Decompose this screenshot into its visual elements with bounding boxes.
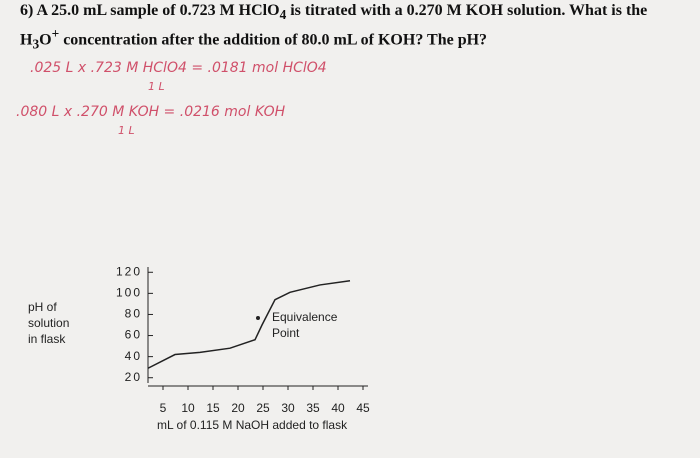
y-tick-label: 120 <box>116 264 142 278</box>
handwritten-note: 1 L <box>118 124 135 137</box>
handwritten-note: 1 L <box>148 80 165 93</box>
x-tick-label: 40 <box>331 401 345 415</box>
y-tick-label: 40 <box>125 349 142 363</box>
annotation: Equivalence <box>272 310 338 324</box>
x-tick-label: 35 <box>306 401 320 415</box>
y-tick-label: 20 <box>125 370 142 384</box>
x-tick-label: 25 <box>256 401 270 415</box>
text: H <box>20 31 33 49</box>
text: 6) A 25.0 mL sample of 0.723 M HClO <box>20 2 280 19</box>
titration-curve <box>147 279 351 369</box>
text: concentration after the addition of 80.0… <box>59 31 488 49</box>
y-tick-label: 100 <box>116 286 142 300</box>
question-line: H3O+ concentration after the addition of… <box>20 26 487 53</box>
x-tick-label: 10 <box>181 401 195 415</box>
x-axis-label: mL of 0.115 M NaOH added to flask <box>157 418 348 432</box>
superscript: + <box>51 26 60 41</box>
y-tick-label: 80 <box>125 307 142 321</box>
subscript: 3 <box>32 36 40 52</box>
question-line: 6) A 25.0 mL sample of 0.723 M HClO4 is … <box>20 2 647 23</box>
handwritten-note: .080 L x .270 M KOH = .0216 mol KOH <box>16 104 286 120</box>
y-axis-label: pH of <box>28 300 57 314</box>
x-tick-label: 30 <box>281 401 295 415</box>
y-axis-label: in flask <box>28 332 66 346</box>
x-tick-label: 45 <box>356 401 370 415</box>
subscript: 4 <box>279 7 287 23</box>
x-tick-label: 20 <box>231 401 245 415</box>
text: O <box>39 31 52 49</box>
handwritten-note: .025 L x .723 M HClO4 = .0181 mol HClO4 <box>30 60 327 76</box>
point-bullet <box>256 316 260 320</box>
text: is titrated with a 0.270 M KOH solution.… <box>286 2 648 19</box>
x-tick-label: 5 <box>160 401 167 415</box>
y-tick-label: 60 <box>125 328 142 342</box>
y-axis-label: solution <box>28 316 69 330</box>
x-tick-label: 15 <box>206 401 220 415</box>
annotation: Point <box>272 326 300 340</box>
